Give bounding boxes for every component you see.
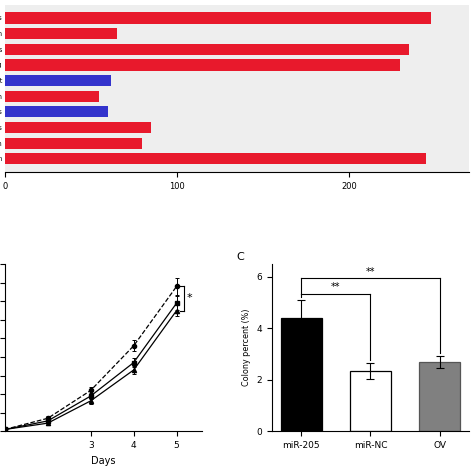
Bar [5,75,111,86]
Text: *: * [187,293,192,303]
Bar [5,12,431,24]
Bar [5,137,142,149]
Bar [5,106,108,118]
Bar [5,122,151,133]
Bar [5,153,426,164]
X-axis label: Days: Days [91,456,116,465]
Bar [419,362,460,431]
Bar [5,28,117,39]
Bar [5,59,401,71]
Text: **: ** [365,267,375,277]
Bar [350,371,391,431]
Text: **: ** [331,283,341,292]
Bar [5,44,409,55]
Bar [281,318,322,431]
Bar [5,91,100,102]
Text: C: C [236,252,244,262]
Y-axis label: Colony percent (%): Colony percent (%) [242,309,251,386]
